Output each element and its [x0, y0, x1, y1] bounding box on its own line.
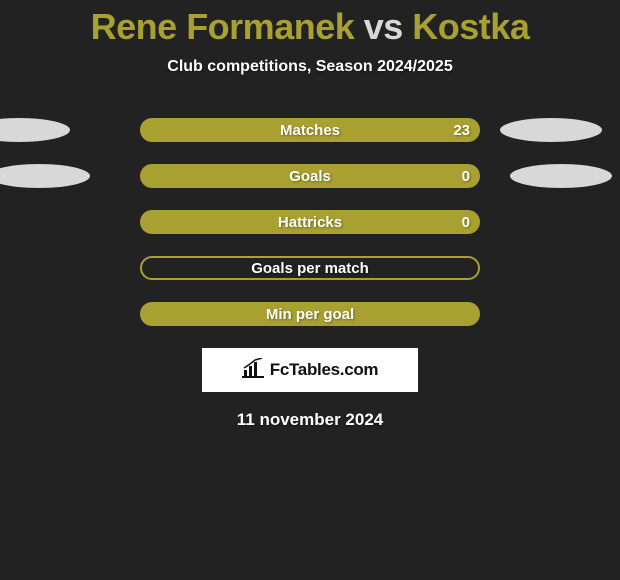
subtitle: Club competitions, Season 2024/2025	[0, 58, 620, 76]
spacer	[500, 256, 602, 280]
stat-label: Min per goal	[266, 306, 354, 323]
vs-text: vs	[354, 6, 412, 47]
stat-row: Min per goal	[0, 302, 620, 326]
stat-value-right: 23	[453, 122, 470, 139]
left-ellipse	[0, 164, 90, 188]
logo-text: FcTables.com	[270, 360, 379, 380]
player1-name: Rene Formanek	[91, 6, 355, 47]
stat-bar: Goals per match	[140, 256, 480, 280]
spacer	[500, 302, 602, 326]
stat-rows: Matches 23 Goals 0 Hattricks 0 Goals per match…	[0, 118, 620, 326]
date-text: 11 november 2024	[0, 410, 620, 430]
player2-name: Kostka	[412, 6, 529, 47]
stat-row: Matches 23	[0, 118, 620, 142]
stat-row: Hattricks 0	[0, 210, 620, 234]
stat-label: Goals per match	[251, 260, 369, 277]
stat-bar: Hattricks 0	[140, 210, 480, 234]
comparison-title: Rene Formanek vs Kostka	[0, 0, 620, 48]
stat-row: Goals 0	[0, 164, 620, 188]
stat-label: Goals	[289, 168, 331, 185]
spacer	[18, 256, 120, 280]
stat-label: Matches	[280, 122, 340, 139]
stat-bar: Matches 23	[140, 118, 480, 142]
spacer	[500, 210, 602, 234]
stat-value-right: 0	[462, 168, 470, 185]
left-ellipse	[0, 118, 70, 142]
stat-label: Hattricks	[278, 214, 342, 231]
right-ellipse	[500, 118, 602, 142]
spacer	[18, 302, 120, 326]
stat-bar: Goals 0	[140, 164, 480, 188]
spacer	[18, 210, 120, 234]
logo-box: FcTables.com	[202, 348, 418, 392]
chart-icon	[242, 358, 264, 383]
right-ellipse	[510, 164, 612, 188]
stat-bar: Min per goal	[140, 302, 480, 326]
stat-value-right: 0	[462, 214, 470, 231]
stat-row: Goals per match	[0, 256, 620, 280]
